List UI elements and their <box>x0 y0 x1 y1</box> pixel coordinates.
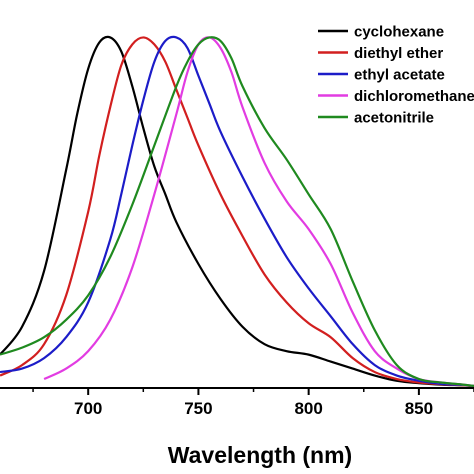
x-tick-label: 800 <box>294 399 322 418</box>
legend-label-ethyl-acetate: ethyl acetate <box>354 67 445 84</box>
legend-label-acetonitrile: acetonitrile <box>354 110 434 127</box>
x-tick-label: 750 <box>184 399 212 418</box>
x-tick-label: 700 <box>74 399 102 418</box>
legend-label-diethyl-ether: diethyl ether <box>354 45 443 62</box>
series-layer <box>0 35 474 388</box>
x-tick-label: 850 <box>405 399 433 418</box>
series-line-dichloromethane <box>43 36 474 388</box>
series-line-diethyl-ether <box>0 36 474 388</box>
series-line-cyclohexane <box>0 35 474 388</box>
x-axis-title: Wavelength (nm) <box>168 442 352 468</box>
legend-label-cyclohexane: cyclohexane <box>354 24 444 41</box>
legend-label-dichloromethane: dichloromethane <box>354 88 474 105</box>
x-axis: 700 750 800 850 <box>0 387 474 418</box>
series-line-acetonitrile <box>0 36 474 388</box>
legend: cyclohexane diethyl ether ethyl acetate dic… <box>318 24 474 127</box>
series-line-ethyl-acetate <box>0 35 474 388</box>
